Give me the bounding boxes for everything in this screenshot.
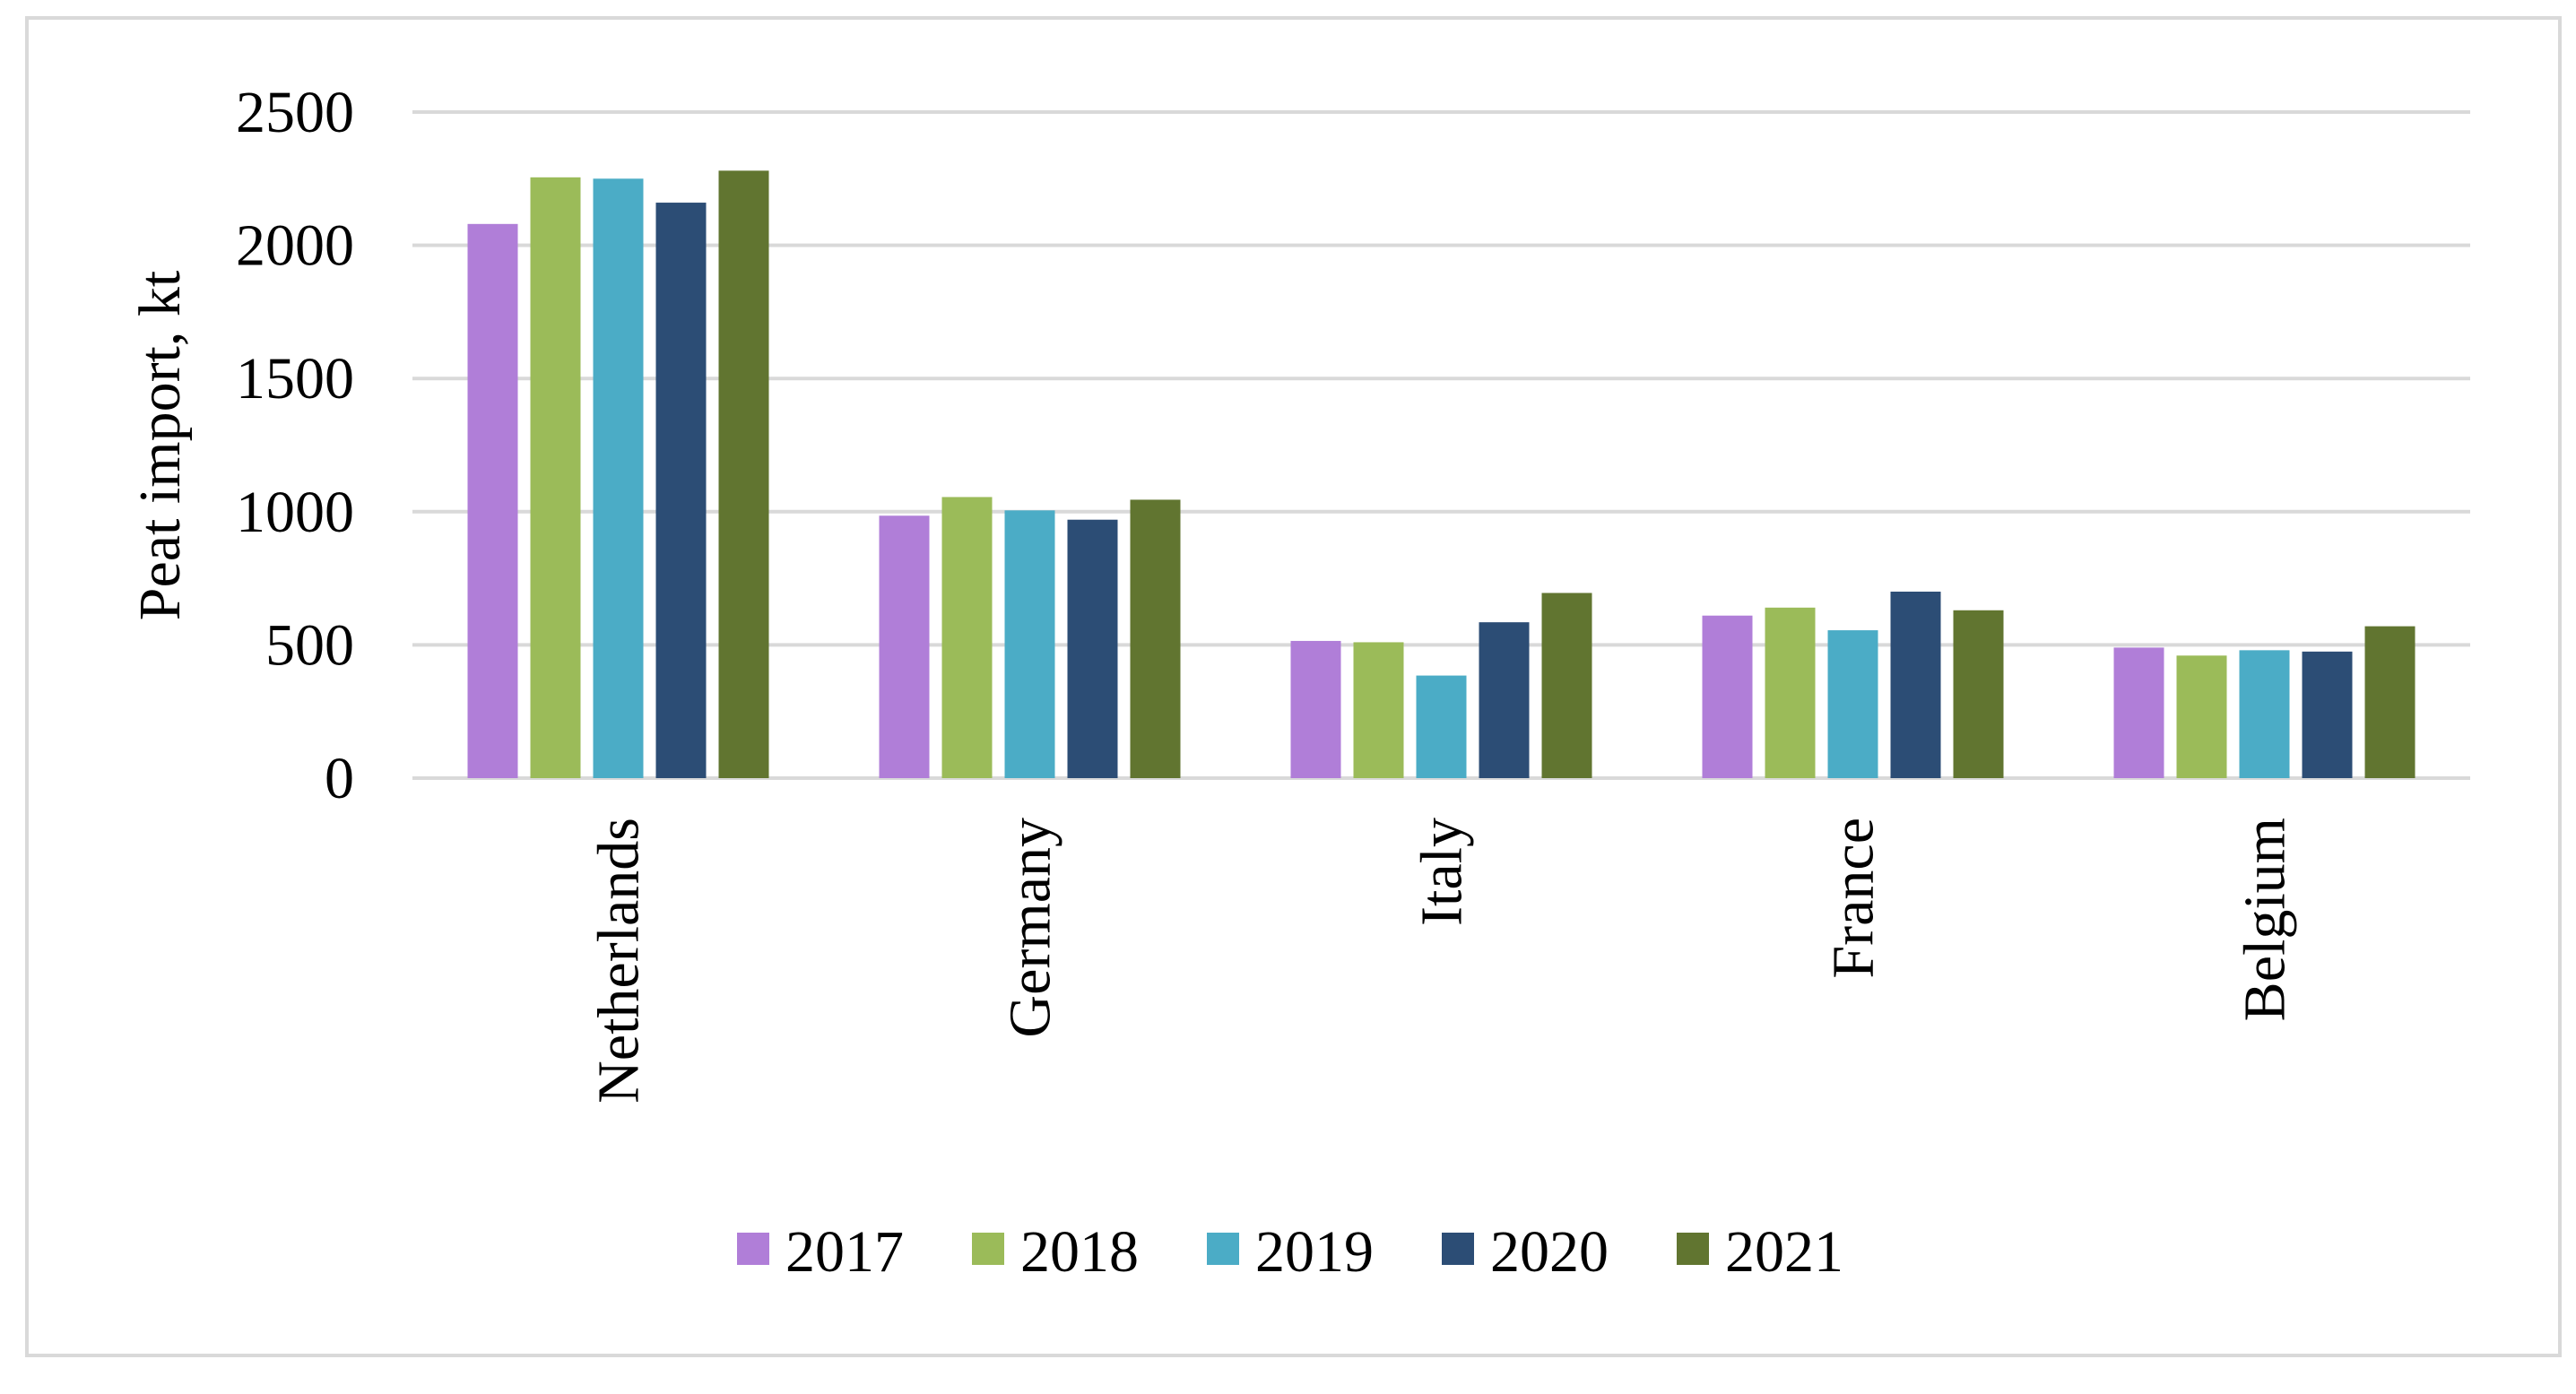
y-tick-label: 2500: [236, 80, 354, 145]
legend-label: 2019: [1255, 1219, 1374, 1285]
y-tick-label: 500: [265, 612, 354, 678]
legend-swatch-2018: [972, 1233, 1004, 1265]
x-category-label: France: [1821, 818, 1886, 979]
y-axis-ticks: 0 500 1000 1500 2000 2500: [236, 80, 354, 811]
bar-france-2017: [1702, 615, 1753, 778]
legend-swatch-2021: [1677, 1233, 1709, 1265]
bar-netherlands-2019: [593, 178, 644, 779]
bar-france-2018: [1765, 607, 1816, 778]
x-category-label: Belgium: [2233, 818, 2298, 1021]
bar-netherlands-2017: [467, 223, 518, 779]
bar-germany-2019: [1004, 510, 1055, 778]
bars: [467, 170, 2416, 779]
legend-label: 2017: [785, 1219, 904, 1285]
bar-france-2020: [1890, 591, 1941, 778]
bar-italy-2019: [1416, 675, 1467, 778]
y-tick-label: 0: [325, 746, 354, 811]
x-category-label: Netherlands: [586, 818, 652, 1104]
bar-germany-2018: [941, 497, 993, 778]
bar-italy-2018: [1353, 642, 1404, 778]
bar-italy-2020: [1479, 622, 1530, 778]
y-tick-label: 2000: [236, 213, 354, 279]
bar-belgium-2019: [2239, 650, 2290, 778]
legend-swatch-2020: [1442, 1233, 1474, 1265]
bar-belgium-2018: [2176, 655, 2227, 778]
y-tick-label: 1500: [236, 346, 354, 411]
legend-label: 2018: [1020, 1219, 1139, 1285]
legend: 2017 2018 2019 2020 2021: [737, 1219, 1843, 1285]
x-category-label: Germany: [998, 818, 1063, 1038]
y-axis-label: Peat import, kt: [127, 271, 193, 620]
bar-netherlands-2020: [655, 203, 707, 779]
legend-swatch-2017: [737, 1233, 769, 1265]
bar-italy-2017: [1290, 640, 1341, 778]
bar-germany-2021: [1130, 499, 1181, 778]
bar-belgium-2020: [2302, 651, 2353, 778]
x-category-label: Italy: [1409, 818, 1475, 926]
x-axis-categories: Netherlands Germany Italy France Belgium: [586, 818, 2298, 1104]
y-tick-label: 1000: [236, 480, 354, 545]
bar-italy-2021: [1541, 593, 1592, 778]
bar-germany-2020: [1067, 519, 1118, 778]
legend-label: 2020: [1490, 1219, 1609, 1285]
bar-netherlands-2018: [530, 177, 581, 779]
bar-germany-2017: [879, 515, 930, 778]
bar-netherlands-2021: [718, 170, 769, 778]
bar-belgium-2021: [2364, 626, 2416, 778]
bar-belgium-2017: [2113, 647, 2164, 778]
bar-france-2021: [1953, 610, 2004, 778]
legend-label: 2021: [1725, 1219, 1843, 1285]
legend-swatch-2019: [1207, 1233, 1239, 1265]
bar-france-2019: [1827, 630, 1878, 778]
